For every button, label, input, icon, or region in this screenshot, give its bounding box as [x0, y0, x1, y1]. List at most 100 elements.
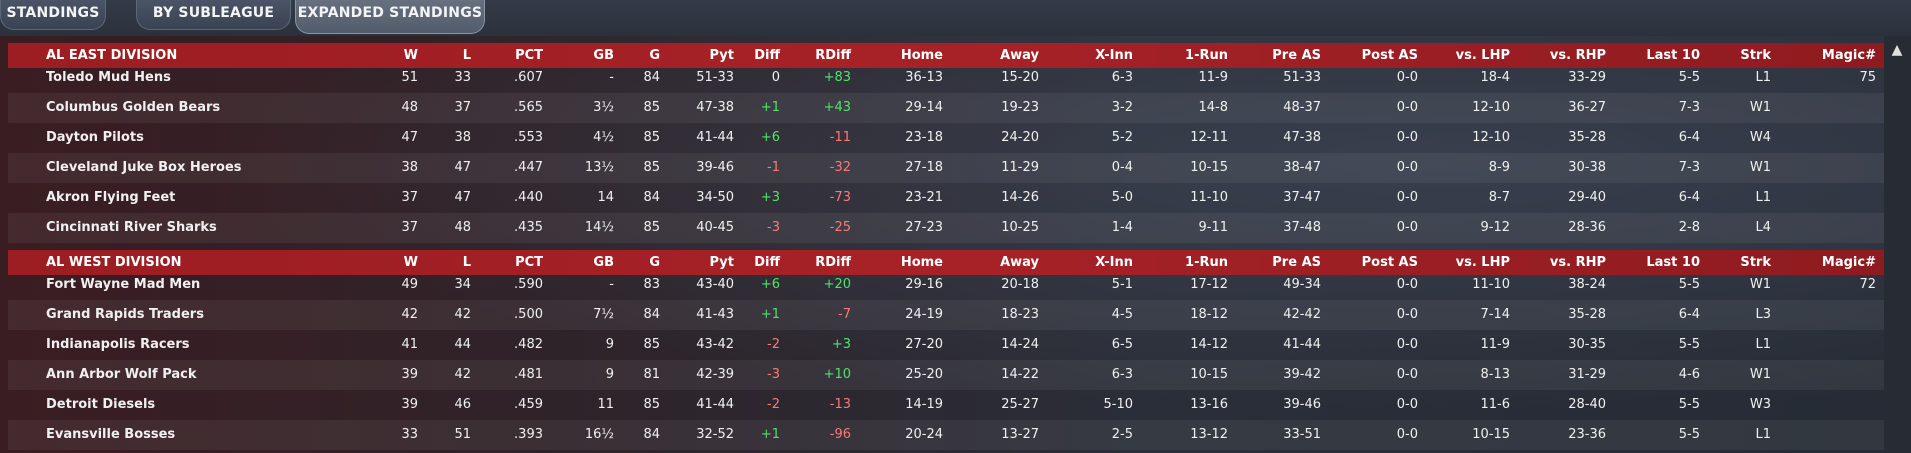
- games-cell: 84: [643, 307, 660, 322]
- table-row[interactable]: Indianapolis Racers 41 44 .482 9 85 43-42 -2 +3 2…: [8, 330, 1884, 360]
- table-row[interactable]: Toledo Mud Hens 51 33 .607 - 84 51-33 0 +83 36-13…: [8, 63, 1884, 93]
- rdiff-cell: -25: [829, 220, 851, 235]
- rdiff-cell: -32: [829, 160, 851, 175]
- table-row[interactable]: Cleveland Juke Box Heroes 38 47 .447 13½ 85 39…: [8, 153, 1884, 183]
- team-name[interactable]: Indianapolis Racers: [46, 337, 190, 352]
- scroll-up-icon[interactable]: ▲: [1891, 42, 1903, 58]
- last-10-cell: 6-4: [1678, 307, 1700, 322]
- pct-cell: .393: [514, 427, 543, 442]
- column-header-losses: L: [462, 255, 471, 270]
- x-inn-cell: 6-3: [1111, 70, 1133, 85]
- gb-cell: 9: [605, 367, 614, 382]
- pyt-cell: 42-39: [696, 367, 734, 382]
- team-name[interactable]: Cincinnati River Sharks: [46, 220, 217, 235]
- vs-rhp-cell: 28-36: [1568, 220, 1606, 235]
- column-header-pct: PCT: [515, 255, 543, 270]
- games-cell: 85: [643, 337, 660, 352]
- standings-panel: AL EAST DIVISION W L PCT GB G Pyt Diff RDiff Home…: [0, 36, 1911, 453]
- table-row[interactable]: Cincinnati River Sharks 37 48 .435 14½ 85 40-4…: [8, 213, 1884, 243]
- column-header-gb: GB: [593, 255, 614, 270]
- pct-cell: .553: [514, 130, 543, 145]
- table-row[interactable]: Akron Flying Feet 37 47 .440 14 84 34-50 +3 -73 2…: [8, 183, 1884, 213]
- vs-rhp-cell: 36-27: [1568, 100, 1606, 115]
- games-cell: 85: [643, 100, 660, 115]
- one-run-cell: 17-12: [1190, 277, 1228, 292]
- vs-rhp-cell: 35-28: [1568, 130, 1606, 145]
- table-row[interactable]: Evansville Bosses 33 51 .393 16½ 84 32-52 +1 -96…: [8, 420, 1884, 450]
- last-10-cell: 5-5: [1678, 277, 1700, 292]
- vs-lhp-cell: 9-12: [1480, 220, 1510, 235]
- wins-cell: 49: [401, 277, 418, 292]
- pct-cell: .565: [514, 100, 543, 115]
- team-name[interactable]: Ann Arbor Wolf Pack: [46, 367, 197, 382]
- losses-cell: 33: [454, 70, 471, 85]
- column-header-magic-number: Magic#: [1821, 48, 1876, 63]
- vertical-scrollbar[interactable]: [1884, 36, 1911, 453]
- team-name[interactable]: Cleveland Juke Box Heroes: [46, 160, 242, 175]
- table-row[interactable]: Detroit Diesels 39 46 .459 11 85 41-44 -2 -13 14-…: [8, 390, 1884, 420]
- last-10-cell: 4-6: [1678, 367, 1700, 382]
- diff-cell: -1: [767, 160, 780, 175]
- away-cell: 14-24: [1001, 337, 1039, 352]
- gb-cell: -: [609, 70, 614, 85]
- rdiff-cell: +3: [831, 337, 851, 352]
- team-name[interactable]: Detroit Diesels: [46, 397, 156, 412]
- pyt-cell: 41-44: [696, 397, 734, 412]
- table-row[interactable]: Ann Arbor Wolf Pack 39 42 .481 9 81 42-39 -3 +10…: [8, 360, 1884, 390]
- gb-cell: 13½: [584, 160, 614, 175]
- away-cell: 10-25: [1001, 220, 1039, 235]
- team-name[interactable]: Evansville Bosses: [46, 427, 176, 442]
- gb-cell: 7½: [593, 307, 614, 322]
- rdiff-cell: -7: [838, 307, 851, 322]
- table-row[interactable]: Columbus Golden Bears 48 37 .565 3½ 85 47-38 +1…: [8, 93, 1884, 123]
- gb-cell: 16½: [584, 427, 614, 442]
- team-name[interactable]: Toledo Mud Hens: [46, 70, 171, 85]
- vs-lhp-cell: 18-4: [1480, 70, 1510, 85]
- losses-cell: 48: [454, 220, 471, 235]
- column-header-home: Home: [900, 255, 943, 270]
- last-10-cell: 5-5: [1678, 427, 1700, 442]
- tab-by-subleague[interactable]: BY SUBLEAGUE: [136, 0, 291, 30]
- vs-rhp-cell: 28-40: [1568, 397, 1606, 412]
- one-run-cell: 14-12: [1190, 337, 1228, 352]
- gb-cell: 11: [597, 397, 614, 412]
- table-row[interactable]: Fort Wayne Mad Men 49 34 .590 - 83 43-40 +6 +20 2…: [8, 270, 1884, 300]
- table-row[interactable]: Grand Rapids Traders 42 42 .500 7½ 84 41-43 +1 -…: [8, 300, 1884, 330]
- vs-rhp-cell: 23-36: [1568, 427, 1606, 442]
- losses-cell: 42: [454, 307, 471, 322]
- pre-as-cell: 39-42: [1283, 367, 1321, 382]
- gb-cell: 4½: [593, 130, 614, 145]
- losses-cell: 34: [454, 277, 471, 292]
- x-inn-cell: 1-4: [1111, 220, 1133, 235]
- rdiff-cell: -11: [829, 130, 851, 145]
- wins-cell: 51: [401, 70, 418, 85]
- home-cell: 36-13: [905, 70, 943, 85]
- gb-cell: 3½: [593, 100, 614, 115]
- column-header-away: Away: [1000, 48, 1039, 63]
- diff-cell: +1: [760, 427, 780, 442]
- losses-cell: 44: [454, 337, 471, 352]
- pre-as-cell: 49-34: [1283, 277, 1321, 292]
- team-name[interactable]: Akron Flying Feet: [46, 190, 176, 205]
- team-name[interactable]: Grand Rapids Traders: [46, 307, 204, 322]
- wins-cell: 33: [401, 427, 418, 442]
- team-name[interactable]: Columbus Golden Bears: [46, 100, 221, 115]
- vs-lhp-cell: 10-15: [1472, 427, 1510, 442]
- column-header-streak: Strk: [1740, 255, 1771, 270]
- wins-cell: 42: [401, 307, 418, 322]
- games-cell: 84: [643, 427, 660, 442]
- column-header-pyt: Pyt: [709, 255, 734, 270]
- pre-as-cell: 39-46: [1283, 397, 1321, 412]
- vs-lhp-cell: 12-10: [1472, 130, 1510, 145]
- pct-cell: .482: [514, 337, 543, 352]
- team-name[interactable]: Fort Wayne Mad Men: [46, 277, 201, 292]
- table-row[interactable]: Dayton Pilots 47 38 .553 4½ 85 41-44 +6 -11 23-18…: [8, 123, 1884, 153]
- tab-expanded-standings[interactable]: EXPANDED STANDINGS: [295, 0, 485, 34]
- team-name[interactable]: Dayton Pilots: [46, 130, 144, 145]
- away-cell: 24-20: [1001, 130, 1039, 145]
- vs-lhp-cell: 8-7: [1488, 190, 1510, 205]
- tab-standings[interactable]: STANDINGS: [0, 0, 106, 30]
- vs-lhp-cell: 11-9: [1480, 337, 1510, 352]
- pct-cell: .607: [514, 70, 543, 85]
- x-inn-cell: 6-5: [1111, 337, 1133, 352]
